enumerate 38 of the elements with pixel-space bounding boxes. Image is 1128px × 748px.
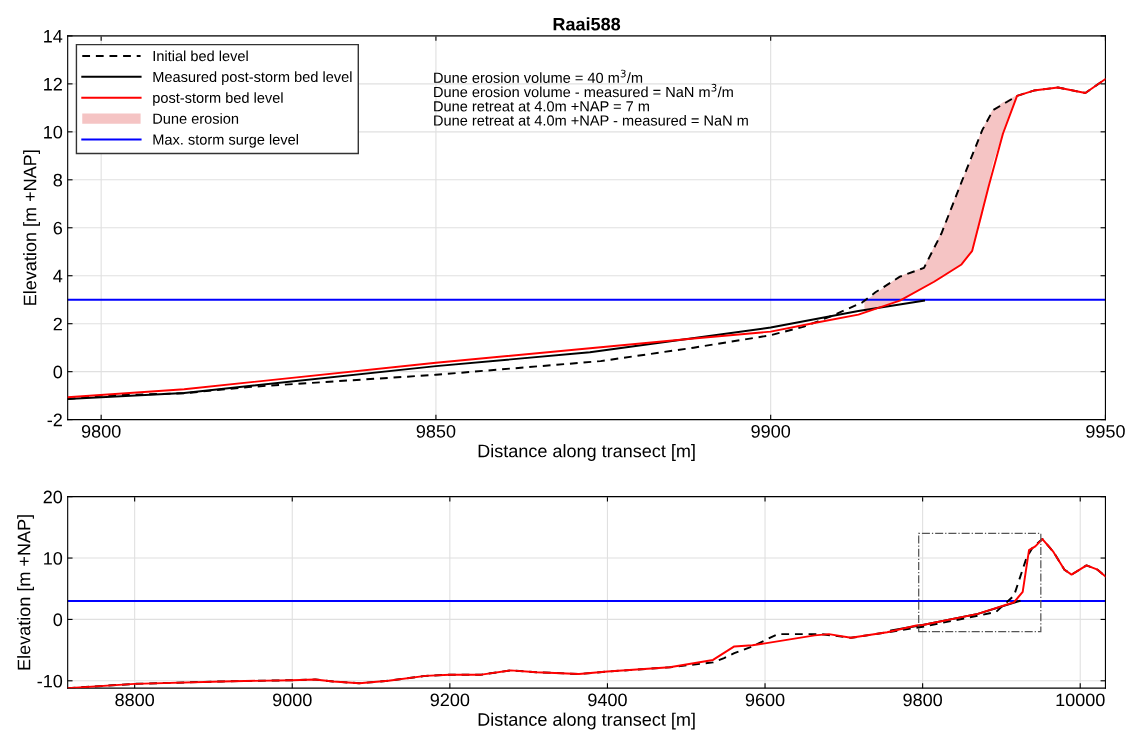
x-tick-label: 9800: [903, 693, 943, 707]
legend-label: Measured post-storm bed level: [153, 71, 352, 85]
y-tick-label: 20: [43, 490, 63, 504]
annotation: Dune erosion volume - measured = NaN m$^{3}$/m: [434, 83, 733, 98]
annotation: Dune retreat at 4.0m +NAP - measured = NaN m: [434, 114, 748, 126]
y-axis-title: Elevation [m +NAP]: [17, 515, 34, 670]
x-tick-label: 10000: [1056, 693, 1105, 707]
x-tick-label: 9900: [751, 424, 791, 438]
annotation: Dune erosion volume = 40 m$^{3}$/m: [434, 69, 643, 83]
legend-label: Dune erosion: [153, 113, 239, 124]
x-tick-label: 9000: [273, 693, 312, 707]
y-tick-label: 12: [44, 77, 62, 91]
x-tick-label: 9200: [430, 693, 470, 707]
y-tick-label: 10: [44, 125, 63, 139]
x-tick-label: 9950: [1086, 424, 1125, 438]
x-tick-label: 9850: [416, 424, 456, 438]
y-tick-label: -10: [37, 674, 63, 688]
y-axis-title: Elevation [m +NAP]: [23, 150, 40, 305]
y-tick-label: 10: [44, 551, 63, 565]
x-axis-title: Distance along transect [m]: [478, 444, 695, 461]
y-tick-label: 4: [53, 269, 63, 283]
y-tick-label: 0: [53, 365, 63, 379]
annotation: Dune retreat at 4.0m +NAP = 7 m: [434, 101, 649, 112]
y-tick-label: 8: [53, 173, 63, 187]
x-tick-label: 9400: [588, 693, 627, 707]
x-tick-label: 8800: [115, 693, 155, 707]
y-tick-label: -2: [47, 413, 62, 427]
y-tick-label: 6: [53, 221, 63, 235]
y-tick-label: 2: [53, 317, 62, 331]
y-tick-label: 14: [44, 30, 63, 43]
x-tick-label: 9600: [745, 693, 785, 707]
legend-label: post-storm bed level: [153, 92, 283, 106]
legend-label: Initial bed level: [153, 50, 248, 62]
legend-label: Max. storm surge level: [153, 134, 298, 148]
x-tick-label: 9800: [81, 424, 121, 438]
y-tick-label: 0: [53, 613, 63, 627]
chart-title: Raai588: [553, 17, 621, 31]
x-axis-title: Distance along transect [m]: [478, 712, 695, 730]
